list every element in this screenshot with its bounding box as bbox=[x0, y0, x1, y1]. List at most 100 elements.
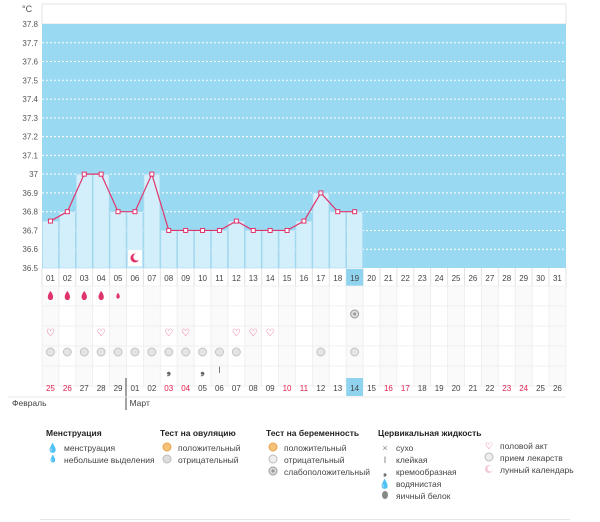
row-cell bbox=[548, 285, 567, 307]
x-tick-label: 31 bbox=[553, 274, 562, 283]
row-cell bbox=[548, 305, 567, 327]
menstruation-drop-icon bbox=[116, 292, 120, 299]
legend-item: слабоположительный bbox=[266, 466, 370, 478]
x-tick-label: 23 bbox=[418, 274, 427, 283]
heart-icon: ♡ bbox=[484, 441, 494, 451]
temperature-bar bbox=[228, 220, 245, 269]
legend-item: 💧 водянистая bbox=[379, 479, 442, 489]
row-cell bbox=[92, 305, 110, 327]
temperature-bar bbox=[245, 230, 262, 269]
x-tick-label: 29 bbox=[519, 274, 528, 283]
calendar-date: 17 bbox=[401, 384, 410, 393]
x-tick-label: 07 bbox=[147, 274, 156, 283]
calendar-date: 02 bbox=[147, 384, 156, 393]
x-tick-label: 22 bbox=[401, 274, 410, 283]
row-cell bbox=[126, 325, 144, 347]
row-cell bbox=[278, 345, 296, 367]
calendar-date: 21 bbox=[468, 384, 477, 393]
row-cell bbox=[447, 305, 465, 327]
temperature-bar bbox=[295, 220, 313, 269]
row-cell bbox=[548, 345, 567, 367]
pregnancy-negative-icon bbox=[266, 454, 280, 467]
pill-icon bbox=[198, 347, 208, 357]
pill-icon bbox=[316, 347, 326, 357]
calendar-date: 14 bbox=[350, 384, 359, 393]
calendar-date: 26 bbox=[63, 384, 72, 393]
row-cell bbox=[41, 365, 60, 387]
x-tick-label: 30 bbox=[536, 274, 545, 283]
top-band bbox=[41, 3, 567, 25]
egg-white-icon bbox=[378, 490, 392, 503]
row-cell bbox=[362, 365, 381, 387]
temperature-point bbox=[352, 209, 358, 215]
row-cell bbox=[447, 325, 465, 347]
temperature-bar bbox=[143, 173, 161, 269]
calendar-date: 09 bbox=[266, 384, 275, 393]
row-cell bbox=[176, 365, 195, 387]
row-cell bbox=[430, 305, 449, 327]
legend-item: ❟ кремообразная bbox=[378, 466, 481, 478]
current-day-highlight bbox=[346, 269, 364, 286]
x-tick-label: 10 bbox=[198, 274, 207, 283]
y-tick-label: 37.3 bbox=[22, 114, 38, 123]
row-cell bbox=[345, 285, 364, 307]
row-cell bbox=[362, 285, 381, 307]
row-cell bbox=[430, 325, 449, 347]
temperature-bar bbox=[177, 230, 194, 269]
heart-icon: ♡ bbox=[249, 328, 258, 339]
pill-icon bbox=[62, 347, 72, 357]
row-cell bbox=[413, 365, 432, 387]
legend-item: ♡ половой акт bbox=[482, 440, 574, 452]
row-cell bbox=[244, 305, 263, 327]
pill-icon bbox=[147, 347, 157, 357]
x-tick-label: 08 bbox=[164, 274, 173, 283]
row-cell bbox=[210, 325, 229, 347]
y-axis-unit: °C bbox=[22, 4, 33, 14]
pill-icon bbox=[231, 347, 241, 357]
row-cell bbox=[464, 305, 482, 327]
row-cell bbox=[311, 325, 330, 347]
temperature-bar bbox=[278, 230, 296, 269]
row-cell bbox=[396, 285, 415, 307]
row-cell bbox=[278, 285, 296, 307]
temperature-bar bbox=[59, 211, 76, 269]
row-cell bbox=[497, 285, 516, 307]
calendar-date: 06 bbox=[215, 384, 224, 393]
y-tick-label: 36.6 bbox=[22, 245, 38, 254]
sun-positive-icon bbox=[160, 442, 174, 455]
heart-icon: ♡ bbox=[181, 328, 190, 339]
row-cell bbox=[193, 325, 212, 347]
y-tick-label: 37.7 bbox=[22, 39, 38, 48]
calendar-date: 10 bbox=[283, 384, 292, 393]
row-cell bbox=[413, 305, 432, 327]
moon-cut bbox=[133, 253, 141, 261]
row-cell bbox=[244, 365, 263, 387]
drop-light-icon: 💧 bbox=[48, 456, 58, 463]
pill-icon bbox=[130, 347, 140, 357]
row-cell bbox=[58, 365, 77, 387]
row-cell bbox=[497, 345, 516, 367]
x-tick-label: 04 bbox=[97, 274, 106, 283]
temperature-point bbox=[318, 190, 324, 196]
row-cell bbox=[464, 365, 482, 387]
temperature-bar bbox=[346, 211, 363, 269]
y-tick-label: 37.5 bbox=[22, 76, 38, 85]
row-cell bbox=[514, 345, 533, 367]
row-cell bbox=[531, 365, 550, 387]
x-tick-label: 18 bbox=[333, 274, 342, 283]
x-tick-label: 15 bbox=[283, 274, 292, 283]
temperature-bar bbox=[194, 230, 211, 269]
temperature-chart: °C 36.5 36.6 36.7 36.8 36.9 37 37.1 37.2 37.3 37.4… bbox=[8, 3, 567, 410]
row-cell bbox=[126, 365, 144, 387]
legend-item: отрицательный bbox=[266, 454, 370, 466]
pill-icon bbox=[164, 347, 174, 357]
drop-heavy-icon: 💧 bbox=[47, 443, 59, 453]
heart-icon: ♡ bbox=[97, 328, 106, 339]
x-tick-label: 06 bbox=[130, 274, 139, 283]
row-cell bbox=[480, 325, 499, 347]
x-tick-label: 27 bbox=[485, 274, 494, 283]
row-cell bbox=[244, 285, 263, 307]
temperature-bar bbox=[160, 230, 178, 269]
